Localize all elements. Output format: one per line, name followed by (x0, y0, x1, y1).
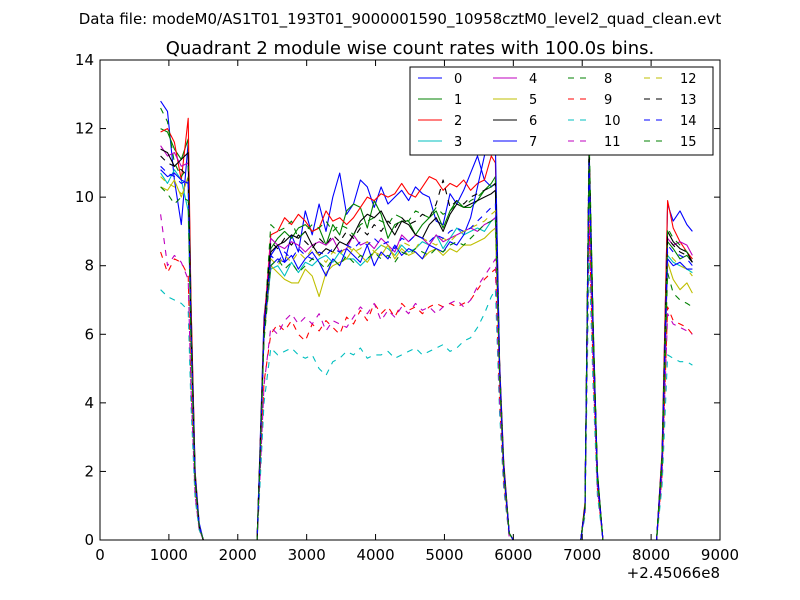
legend-label-4: 4 (529, 72, 537, 87)
series-line-8 (160, 107, 693, 540)
legend-label-3: 3 (454, 135, 462, 150)
legend-label-12: 12 (680, 72, 697, 87)
series-layer (160, 100, 693, 540)
x-tick-label: 9000 (701, 546, 739, 564)
y-tick-label: 14 (75, 51, 94, 69)
legend-label-5: 5 (529, 93, 537, 108)
x-offset-label: +2.45066e8 (627, 564, 720, 582)
y-tick-label: 12 (75, 120, 94, 138)
legend-label-15: 15 (680, 135, 697, 150)
series-line-10 (160, 254, 693, 540)
x-tick-label: 2000 (219, 546, 257, 564)
legend-label-13: 13 (680, 93, 697, 108)
series-line-9 (160, 224, 693, 540)
y-tick-label: 6 (84, 325, 94, 343)
legend-label-7: 7 (529, 135, 537, 150)
y-tick-label: 8 (84, 257, 94, 275)
legend-label-11: 11 (604, 135, 621, 150)
legend-label-1: 1 (454, 93, 462, 108)
x-axis: 0 1000 2000 3000 4000 5000 6000 7000 8000 9000 (95, 60, 739, 564)
y-tick-label: 10 (75, 188, 94, 206)
legend-label-10: 10 (604, 114, 621, 129)
legend-label-14: 14 (680, 114, 697, 129)
x-tick-label: 7000 (563, 546, 601, 564)
y-tick-label: 2 (84, 462, 94, 480)
y-tick-label: 0 (84, 531, 94, 549)
plot-area: 0 1000 2000 3000 4000 5000 6000 7000 8000 9000 0 2… (75, 51, 739, 564)
legend-label-2: 2 (454, 114, 462, 129)
x-tick-label: 5000 (425, 546, 463, 564)
legend-label-9: 9 (604, 93, 612, 108)
legend-label-8: 8 (604, 72, 612, 87)
x-tick-label: 0 (95, 546, 105, 564)
x-tick-label: 1000 (150, 546, 188, 564)
x-tick-label: 8000 (632, 546, 670, 564)
series-line-13 (160, 148, 693, 540)
legend-label-6: 6 (529, 114, 537, 129)
y-tick-label: 4 (84, 394, 94, 412)
chart-title: Quadrant 2 module wise count rates with … (166, 38, 655, 59)
x-tick-label: 6000 (494, 546, 532, 564)
x-tick-label: 3000 (288, 546, 326, 564)
legend-label-0: 0 (454, 72, 462, 87)
plot-frame (99, 59, 721, 541)
series-line-15 (160, 169, 693, 540)
x-tick-label: 4000 (356, 546, 394, 564)
figure-suptitle: Data file: modeM0/AS1T01_193T01_90000015… (79, 10, 722, 29)
legend-frame (409, 66, 714, 156)
